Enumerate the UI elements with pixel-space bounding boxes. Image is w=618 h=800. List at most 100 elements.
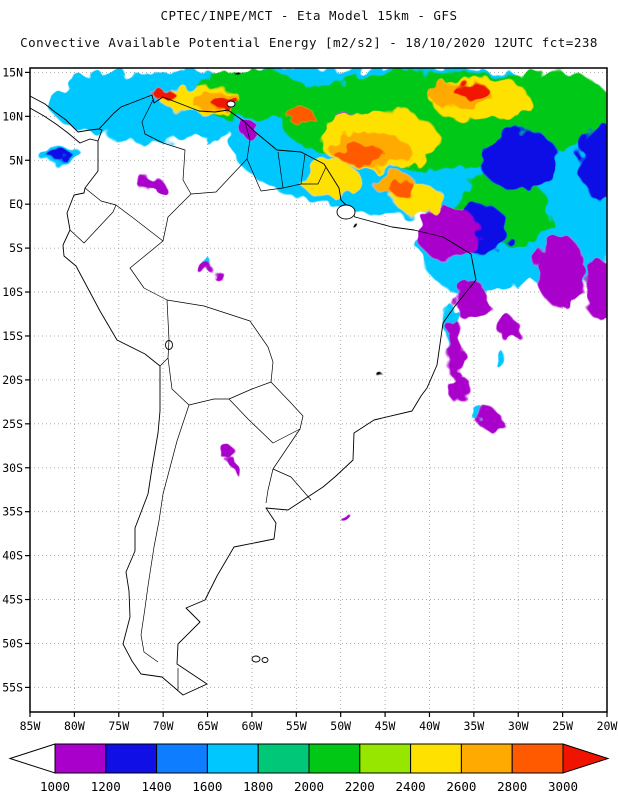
lat-tick-label: 55S [2,680,23,694]
cape-blob [480,130,560,191]
cape-blob [477,410,503,430]
colorbar-segment [511,743,564,774]
lat-tick-label: 25S [2,417,23,431]
cape-blob [240,122,260,139]
lat-tick-label: EQ [9,197,23,211]
cape-speck [380,375,386,381]
colorbar-segment [359,743,412,774]
cape-blob [196,262,213,275]
lat-tick-label: 20S [2,373,23,387]
trinidad-island [226,100,236,108]
cape-speck [234,69,240,75]
colorbar-segment [308,743,361,774]
lat-tick-label: 35S [2,505,23,519]
colorbar-over-arrow [562,743,610,774]
plot-frame [29,67,608,713]
colorbar-under-arrow [8,743,56,774]
cape-blob [452,82,489,98]
colorbar-segment [410,743,462,774]
cape-blob [535,234,585,306]
cape-blob [230,460,240,472]
colorbar-label: 2400 [396,779,426,794]
lon-tick-label: 80W [64,719,85,733]
colorbar-label: 1000 [40,779,70,794]
cape-blob [494,351,507,368]
lon-tick-label: 85W [20,719,41,733]
lon-tick-label: 40W [419,719,440,733]
cape-blob [449,374,470,405]
cape-blob [569,179,600,261]
cape-blob [154,89,176,101]
lat-tick-label: 50S [2,636,23,650]
lake-titicaca [165,340,173,350]
cape-blob [584,260,607,321]
graticule-grid [29,68,608,712]
colorbar-segment [460,743,513,774]
falkland-island-west [251,655,261,663]
cape-blob [299,162,361,198]
cape-blob [335,145,386,165]
cape-blob [419,206,481,264]
colorbar-segment [206,743,259,774]
central-america-coastline [30,95,100,144]
lat-tick-label: 10S [2,285,23,299]
lat-tick-label: 5N [9,153,23,167]
lon-tick-label: 70W [153,719,174,733]
lat-tick-label: 30S [2,461,23,475]
lon-tick-label: 45W [375,719,396,733]
cape-blob [579,119,607,201]
colorbar-segment [54,743,107,774]
colorbar-label: 1800 [243,779,273,794]
colorbar-segment [257,743,310,774]
lon-tick-label: 35W [463,719,484,733]
cape-blob [285,108,315,121]
marajo-island [336,204,356,220]
cape-blob [452,279,489,321]
lon-tick-label: 20W [597,719,618,733]
cape-blob [447,320,464,380]
cape-blob [212,270,224,280]
south-america-coastline [62,94,477,696]
lon-tick-label: 30W [508,719,529,733]
cape-field-layer [37,68,607,522]
colorbar-label: 2600 [446,779,476,794]
colorbar-label: 2800 [497,779,527,794]
cape-blob [223,446,236,463]
lon-tick-label: 55W [286,719,307,733]
colorbar-label: 1200 [91,779,121,794]
lon-tick-label: 25W [552,719,573,733]
cape-speck [352,222,358,228]
lat-tick-label: 10N [2,109,23,123]
geography-layer [30,94,477,696]
lat-tick-label: 15S [2,329,23,343]
cape-blob [47,149,73,161]
axes-layer: 15N 10N 5N EQ 5S 10S 15S 20S 25S 30S 35S 40S 45S 50S 5… [2,65,617,733]
colorbar-label: 1400 [142,779,172,794]
colorbar-label: 2000 [294,779,324,794]
chart-title: CPTEC/INPE/MCT - Eta Model 15km - GFS [160,8,458,23]
cape-blob [139,176,165,193]
cape-blob [499,317,520,343]
colorbar-segment [105,743,158,774]
colorbar-label: 1600 [192,779,222,794]
lon-tick-label: 65W [197,719,218,733]
colorbar-label: 3000 [548,779,578,794]
cape-blob [339,512,351,522]
lat-tick-label: 5S [9,241,23,255]
lat-tick-label: 40S [2,549,23,563]
country-borders [69,99,327,690]
lat-tick-label: 15N [2,65,23,79]
colorbar-label: 2200 [345,779,375,794]
colorbar-segment [156,743,208,774]
chart-subtitle: Convective Available Potential Energy [m… [20,35,598,50]
lon-tick-label: 50W [330,719,351,733]
colorbar: 1000 1200 1400 1600 1800 2000 2200 2400 2600 2800… [8,743,610,794]
cape-blob [211,96,240,109]
lon-tick-label: 60W [242,719,263,733]
cape-blob [392,182,418,199]
lat-tick-label: 45S [2,593,23,607]
lon-tick-label: 75W [108,719,129,733]
falkland-island-east [261,657,269,663]
